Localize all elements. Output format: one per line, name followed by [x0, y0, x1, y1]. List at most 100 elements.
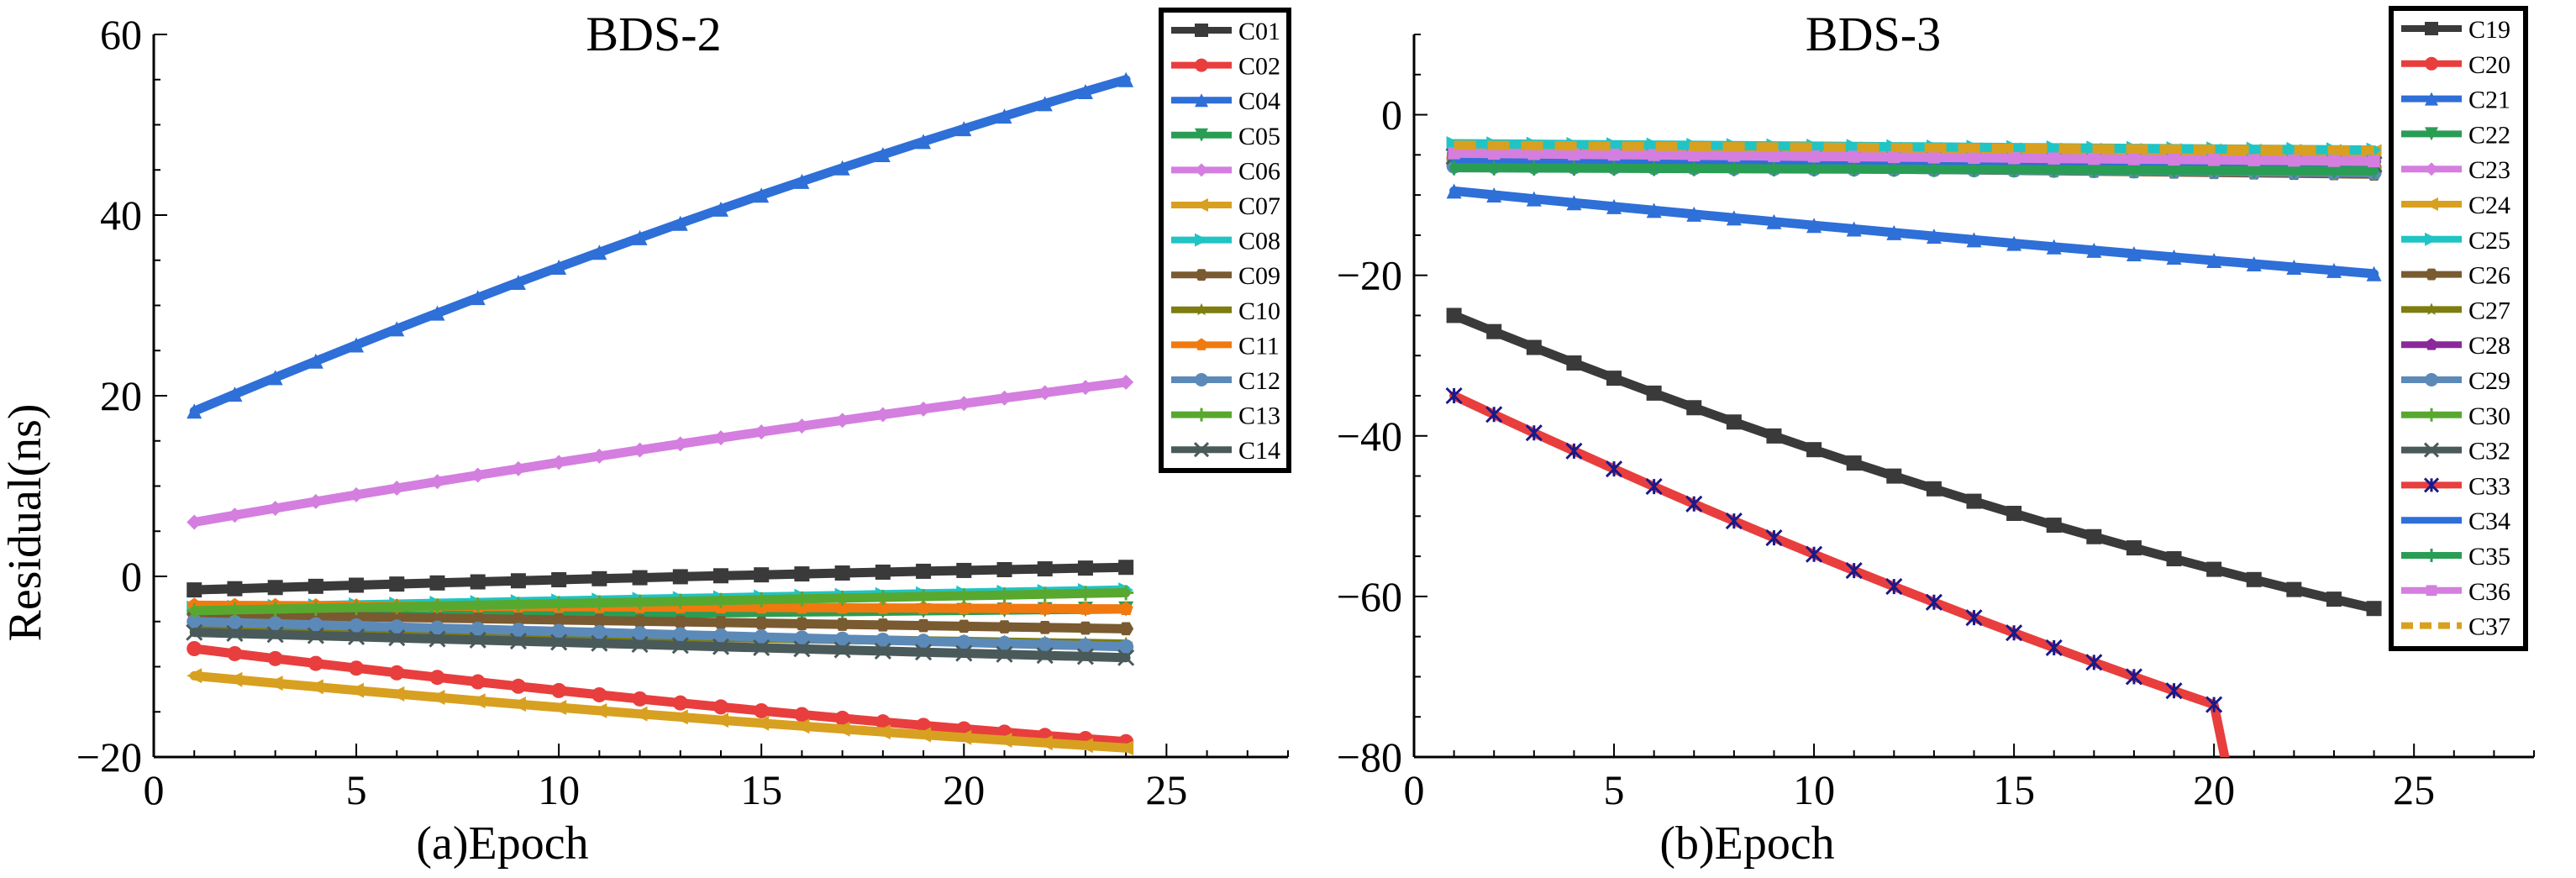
data-point-C04 [429, 305, 445, 321]
data-point-C07 [1077, 738, 1093, 754]
series-line-C21 [1449, 186, 2379, 279]
data-point-C12 [389, 619, 405, 635]
data-point-C09 [875, 618, 891, 632]
data-point-C14 [591, 634, 608, 652]
data-point-C12 [1118, 639, 1134, 655]
data-point-C13 [389, 599, 405, 615]
data-point-C02 [308, 655, 323, 671]
data-point-C02 [470, 674, 486, 690]
legend-marker-C36 [2426, 585, 2437, 597]
legend-label-C14: C14 [1238, 437, 1280, 465]
data-point-C13 [713, 592, 728, 608]
data-point-C13 [916, 589, 932, 605]
data-point-C14 [833, 641, 851, 659]
data-point-C06 [470, 467, 486, 483]
data-point-C13 [187, 602, 202, 618]
data-point-C02 [510, 678, 526, 694]
data-point-C07 [227, 671, 243, 687]
data-point-C04 [875, 146, 891, 162]
data-point-C12 [510, 623, 526, 639]
series-line-C01 [189, 562, 1131, 595]
data-point-C19 [1686, 400, 1702, 416]
data-point-C13 [267, 601, 283, 617]
data-point-C06 [794, 418, 810, 434]
data-point-C14 [469, 631, 486, 649]
data-point-C36 [1727, 150, 1741, 162]
legend-label-C27: C27 [2468, 297, 2510, 324]
data-point-C36 [2007, 152, 2021, 165]
data-point-C02 [227, 645, 243, 661]
data-point-C01 [308, 578, 323, 594]
legend-label-C02: C02 [1238, 53, 1280, 81]
y-tick-label: −60 [1337, 573, 1402, 620]
data-point-C04 [308, 353, 323, 369]
data-point-C12 [632, 626, 648, 642]
data-point-C04 [510, 274, 526, 290]
data-point-C19 [1566, 355, 1582, 371]
legend-label-C19: C19 [2468, 16, 2510, 44]
data-point-C21 [2166, 250, 2182, 266]
data-point-C11 [956, 600, 971, 615]
chart-title: BDS-2 [586, 7, 721, 61]
data-point-C06 [1077, 380, 1093, 396]
data-point-C13 [754, 591, 770, 607]
data-point-C36 [2127, 153, 2141, 166]
data-point-C19 [1526, 339, 1542, 355]
data-point-C04 [834, 160, 850, 176]
data-point-C09 [1077, 621, 1093, 635]
data-point-C19 [1846, 455, 1862, 471]
data-point-C19 [2326, 591, 2342, 607]
data-point-C14 [1117, 649, 1135, 666]
legend-marker-C32 [2423, 442, 2440, 458]
data-point-C36 [1527, 148, 1541, 160]
legend-marker-C08 [1195, 233, 1208, 247]
data-point-C14 [348, 628, 365, 645]
data-point-C04 [956, 121, 972, 137]
data-point-C33 [1485, 406, 1503, 423]
data-point-C33 [1765, 529, 1783, 547]
legend-label-C20: C20 [2468, 51, 2510, 79]
data-point-C12 [429, 620, 445, 636]
legend-marker-C09 [1195, 269, 1208, 281]
data-point-C33 [1885, 578, 1903, 596]
data-point-C01 [713, 568, 728, 584]
data-point-C36 [2327, 155, 2341, 167]
data-point-C13 [349, 600, 365, 616]
data-point-C07 [429, 690, 445, 706]
legend: C01 C02 C04 C05 C06 C07 C08 C09 C10 C11 C12 C13 C14 [1159, 8, 1291, 473]
plot-area [1445, 135, 2383, 757]
y-tick-label: −80 [1337, 733, 1402, 781]
data-point-C07 [632, 706, 648, 722]
data-point-C21 [1806, 218, 1822, 234]
data-point-C06 [1037, 385, 1053, 401]
data-point-C14 [1076, 648, 1094, 665]
y-tick-label: 40 [100, 192, 142, 239]
x-tick-label: 10 [538, 766, 580, 813]
x-axis-label: (b)Epoch [1659, 818, 1834, 870]
data-point-C21 [2086, 242, 2102, 258]
data-point-C01 [429, 575, 445, 591]
legend-label-C07: C07 [1238, 192, 1280, 220]
data-point-C02 [429, 670, 445, 686]
data-point-C04 [1037, 96, 1053, 112]
data-point-C21 [1926, 229, 1942, 244]
data-point-C36 [2288, 154, 2300, 167]
data-point-C07 [875, 724, 891, 740]
data-point-C07 [916, 727, 932, 743]
data-point-C01 [996, 561, 1012, 577]
data-point-C07 [267, 676, 283, 691]
data-point-C13 [672, 593, 688, 609]
data-point-C01 [834, 565, 850, 581]
legend-marker-C10 [1195, 302, 1208, 316]
data-point-C02 [591, 686, 607, 702]
series-line-C04 [189, 75, 1131, 416]
data-point-C06 [754, 424, 770, 440]
data-point-C12 [794, 630, 810, 646]
legend-label-C06: C06 [1238, 157, 1280, 185]
data-point-C04 [996, 108, 1012, 124]
data-point-C01 [956, 562, 972, 578]
data-point-C36 [1568, 148, 1580, 160]
data-point-C06 [713, 430, 728, 446]
series-line-C07 [189, 670, 1131, 753]
